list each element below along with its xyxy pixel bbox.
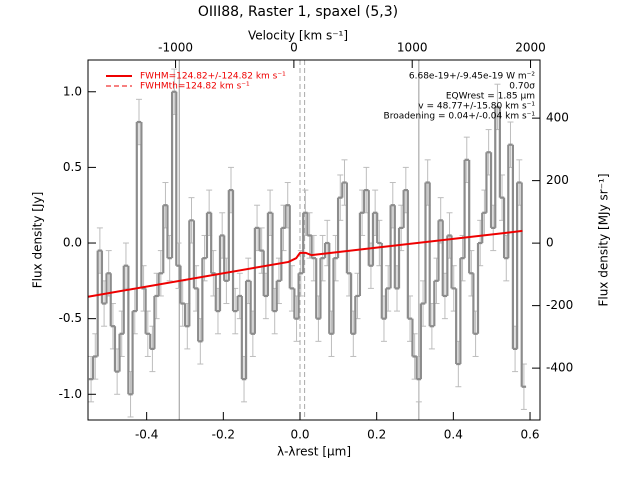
y-tick-label: 0.0 — [63, 236, 82, 250]
x-tick-label: -0.4 — [135, 428, 158, 442]
plot-frame — [87, 59, 541, 421]
fit-line — [87, 229, 523, 298]
x-tick-label: 0.6 — [520, 428, 539, 442]
y-tick-label: -0.5 — [59, 311, 82, 325]
chart-title: OIII88, Raster 1, spaxel (5,3) — [198, 4, 398, 20]
y2-axis-label: Flux density [MJy sr⁻¹] — [597, 173, 611, 306]
x2-tick-label: -1000 — [158, 41, 193, 55]
y2-tick-label: -200 — [546, 298, 573, 312]
annotation: 6.68e-19+/-9.45e-19 W m⁻² — [409, 72, 536, 82]
annotation: 0.70σ — [509, 82, 535, 92]
annotation: EQWrest = 1.85 μm — [446, 92, 535, 102]
x-axis-label: λ-λrest [μm] — [277, 445, 351, 459]
annotation: Broadening = 0.04+/-0.04 km s⁻¹ — [384, 112, 536, 122]
x-tick-label: -0.2 — [212, 428, 235, 442]
legend-label: FWHM=124.82+/-124.82 km s⁻¹ — [140, 72, 286, 82]
y2-tick-label: -400 — [546, 361, 573, 375]
x-tick-label: 0.4 — [444, 428, 463, 442]
x-tick-label: 0.0 — [290, 428, 309, 442]
x2-tick-label: 0 — [290, 41, 298, 55]
x2-tick-label: 1000 — [397, 41, 428, 55]
legend-label: FWHMth=124.82 km s⁻¹ — [140, 82, 250, 92]
y-tick-label: 0.5 — [63, 160, 82, 174]
y-axis-label: Flux density [Jy] — [31, 192, 45, 289]
y2-tick-label: 200 — [546, 173, 569, 187]
y2-tick-label: 400 — [546, 111, 569, 125]
x-tick-label: 0.2 — [367, 428, 386, 442]
y2-tick-label: 0 — [546, 236, 554, 250]
y-tick-label: -1.0 — [59, 387, 82, 401]
y-tick-label: 1.0 — [63, 84, 82, 98]
x2-tick-label: 2000 — [515, 41, 546, 55]
x2-axis-label: Velocity [km s⁻¹] — [248, 29, 348, 43]
annotation: v = 48.77+/-15.80 km s⁻¹ — [418, 102, 535, 112]
